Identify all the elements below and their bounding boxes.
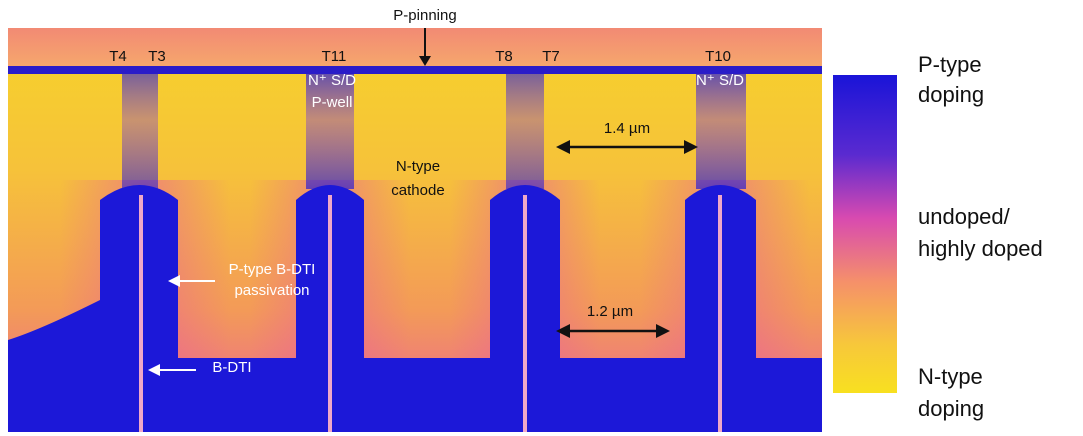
colorbar-label: undoped/ (918, 204, 1011, 229)
arrowhead (148, 364, 160, 376)
p-well-label: P-well (312, 94, 353, 111)
colorbar-label: P-type (918, 52, 982, 77)
doping-map (8, 28, 822, 432)
terminal-label: T11 (322, 48, 347, 65)
width-label: 1.4 µm (604, 120, 650, 137)
colorbar-label: N-type (918, 364, 983, 389)
width-label: 1.2 µm (587, 303, 633, 320)
arrowhead (556, 324, 670, 338)
terminal-label: T3 (148, 48, 166, 65)
terminal-label: T4 (109, 48, 127, 65)
passivation-label: P-type B-DTI (229, 261, 316, 278)
terminal-label: T8 (495, 48, 513, 65)
colorbar-label: highly doped (918, 236, 1043, 261)
arrowhead (419, 56, 431, 66)
sd-label: N⁺ S/D (308, 72, 356, 89)
cathode-label: N-type (396, 158, 440, 175)
terminal-label: T10 (705, 48, 731, 65)
bdti-label: B-DTI (212, 359, 251, 376)
arrowhead (168, 275, 180, 287)
passivation-label: passivation (234, 282, 309, 299)
p-pinning-label: P-pinning (393, 7, 456, 24)
colorbar (833, 75, 897, 393)
colorbar-label: doping (918, 396, 984, 421)
terminal-label: T7 (542, 48, 560, 65)
cathode-label: cathode (391, 182, 444, 199)
sd-label: N⁺ S/D (696, 72, 744, 89)
colorbar-label: doping (918, 82, 984, 107)
